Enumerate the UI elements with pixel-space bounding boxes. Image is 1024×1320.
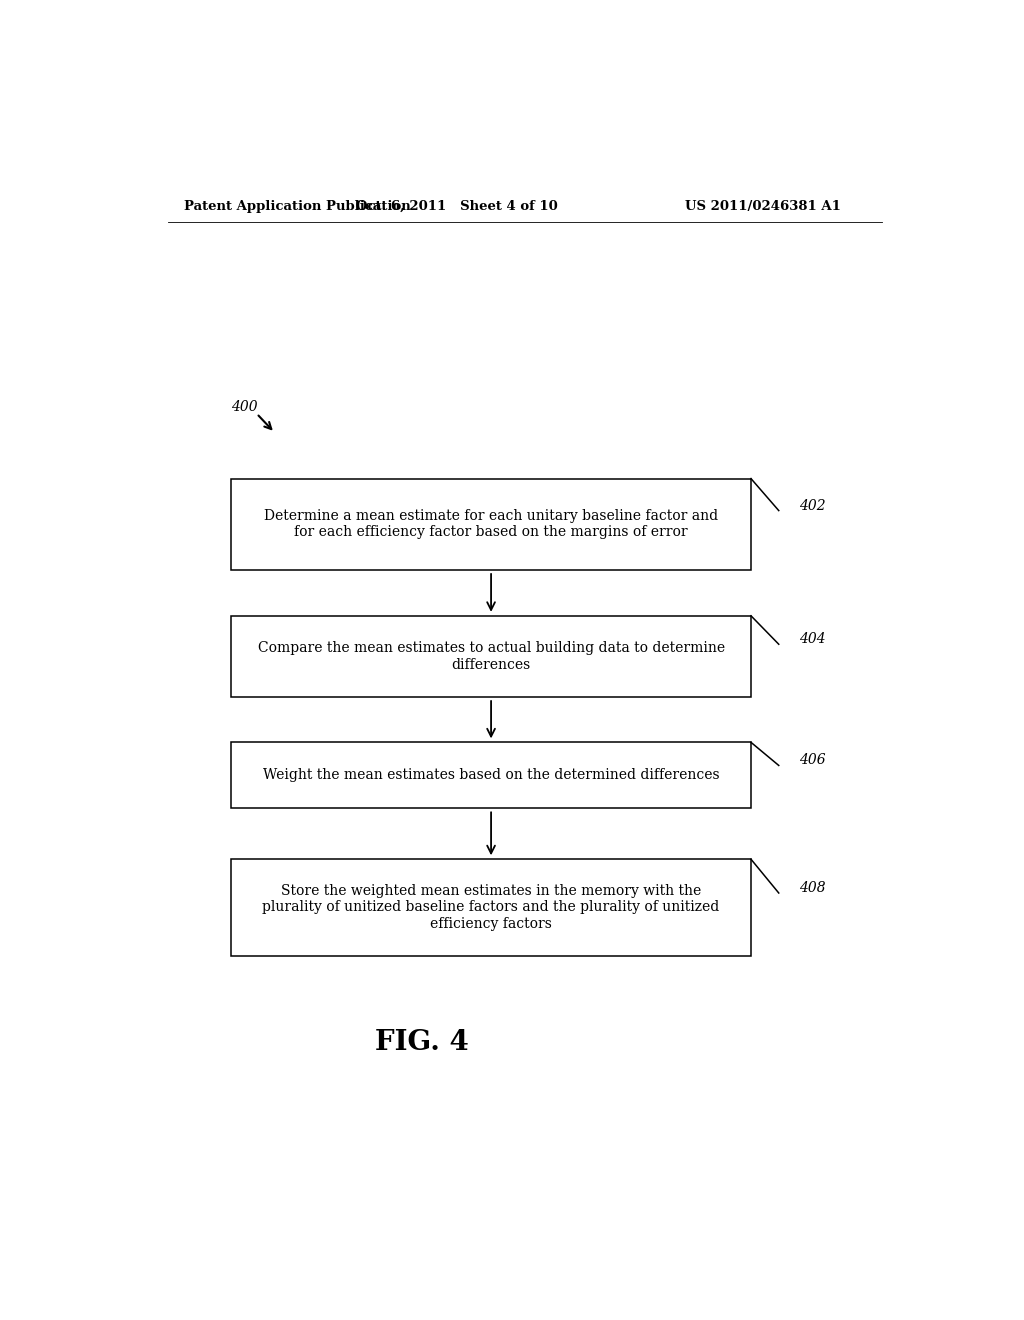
Text: Weight the mean estimates based on the determined differences: Weight the mean estimates based on the d… [263,768,720,783]
Text: Patent Application Publication: Patent Application Publication [183,199,411,213]
Text: Determine a mean estimate for each unitary baseline factor and
for each efficien: Determine a mean estimate for each unita… [264,510,718,540]
Text: 408: 408 [799,880,825,895]
Text: US 2011/0246381 A1: US 2011/0246381 A1 [685,199,841,213]
Text: FIG. 4: FIG. 4 [375,1030,469,1056]
FancyBboxPatch shape [231,479,751,570]
Text: 400: 400 [231,400,258,414]
Text: Compare the mean estimates to actual building data to determine
differences: Compare the mean estimates to actual bui… [257,642,725,672]
Text: 404: 404 [799,632,825,647]
FancyBboxPatch shape [231,742,751,808]
Text: Oct. 6, 2011   Sheet 4 of 10: Oct. 6, 2011 Sheet 4 of 10 [356,199,558,213]
Text: 406: 406 [799,754,825,767]
Text: Store the weighted mean estimates in the memory with the
plurality of unitized b: Store the weighted mean estimates in the… [262,884,720,931]
FancyBboxPatch shape [231,859,751,956]
Text: 402: 402 [799,499,825,512]
FancyBboxPatch shape [231,615,751,697]
